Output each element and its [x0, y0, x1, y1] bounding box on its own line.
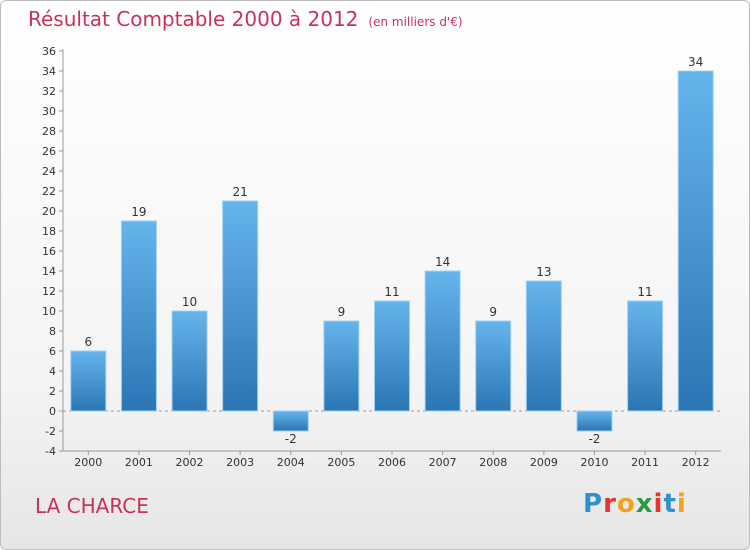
data-label-2004: -2	[285, 432, 297, 446]
y-tick-label: 16	[42, 245, 56, 258]
y-tick-label: 0	[49, 405, 56, 418]
x-tick-label: 2008	[479, 456, 507, 469]
y-tick-label: 32	[42, 85, 56, 98]
x-tick-label: 2003	[226, 456, 254, 469]
y-tick-label: 34	[42, 65, 56, 78]
data-label-2008: 9	[489, 305, 497, 319]
bar-2011	[627, 300, 664, 412]
bar-2010	[576, 410, 613, 432]
logo-letter: x	[635, 489, 654, 519]
y-tick-label: 10	[42, 305, 56, 318]
x-tick-label: 2012	[682, 456, 710, 469]
logo-letter: r	[603, 489, 617, 519]
data-label-2010: -2	[588, 432, 600, 446]
data-label-2006: 11	[384, 285, 399, 299]
x-tick-label: 2010	[580, 456, 608, 469]
y-tick-label: 30	[42, 105, 56, 118]
y-tick-label: 14	[42, 265, 56, 278]
logo-letter: P	[583, 489, 604, 519]
x-tick-label: 2007	[429, 456, 457, 469]
y-tick-label: 20	[42, 205, 56, 218]
logo-letter: i	[676, 489, 687, 519]
bar-2001	[120, 220, 157, 412]
logo-letter: o	[616, 489, 636, 519]
x-tick-label: 2006	[378, 456, 406, 469]
data-label-2000: 6	[84, 335, 92, 349]
bar-2005	[323, 320, 360, 412]
proxiti-logo[interactable]: Proxiti	[583, 489, 687, 519]
bar-2002	[171, 310, 208, 412]
data-labels-group: 6 19 10 21 -2 9 11 14 9 13 -2 11 34	[84, 55, 703, 446]
y-tick-label: 24	[42, 165, 56, 178]
y-tick-label: 6	[49, 345, 56, 358]
bar-2003	[222, 200, 259, 412]
x-tick-label: 2001	[125, 456, 153, 469]
y-tick-label: 28	[42, 125, 56, 138]
bar-2000	[70, 350, 107, 412]
y-tick-label: 2	[49, 385, 56, 398]
commune-name: LA CHARCE	[35, 494, 149, 518]
y-tick-label: 18	[42, 225, 56, 238]
x-tick-label: 2011	[631, 456, 659, 469]
y-tick-label: -2	[45, 425, 56, 438]
y-tick-label: 26	[42, 145, 56, 158]
x-tick-label: 2009	[530, 456, 558, 469]
data-label-2001: 19	[131, 205, 146, 219]
y-tick-label: 8	[49, 325, 56, 338]
chart-title: Résultat Comptable 2000 à 2012 (en millie…	[28, 7, 463, 31]
chart-subtitle: (en milliers d'€)	[368, 15, 463, 29]
bar-2006	[374, 300, 410, 412]
data-label-2011: 11	[637, 285, 652, 299]
chart-title-text: Résultat Comptable 2000 à 2012	[28, 7, 359, 31]
x-tick-label: 2005	[327, 456, 355, 469]
bar-2009	[525, 280, 562, 412]
bars-group	[70, 70, 714, 432]
x-tick-label: 2002	[176, 456, 204, 469]
x-tick-label: 2000	[74, 456, 102, 469]
bar-2012	[677, 70, 714, 412]
logo-letter: t	[663, 489, 677, 519]
bar-2004	[272, 410, 309, 432]
y-tick-label: -4	[45, 445, 56, 458]
data-label-2007: 14	[435, 255, 450, 269]
data-label-2005: 9	[338, 305, 346, 319]
y-tick-label: 4	[49, 365, 56, 378]
bar-2007	[424, 270, 461, 412]
data-label-2012: 34	[688, 55, 703, 69]
y-tick-label: 12	[42, 285, 56, 298]
y-tick-label: 22	[42, 185, 56, 198]
data-label-2002: 10	[182, 295, 197, 309]
data-label-2003: 21	[233, 185, 248, 199]
y-tick-label: 36	[42, 45, 56, 58]
bar-2008	[475, 320, 512, 412]
data-label-2009: 13	[536, 265, 551, 279]
x-tick-label: 2004	[277, 456, 305, 469]
logo-letter: i	[653, 489, 664, 519]
